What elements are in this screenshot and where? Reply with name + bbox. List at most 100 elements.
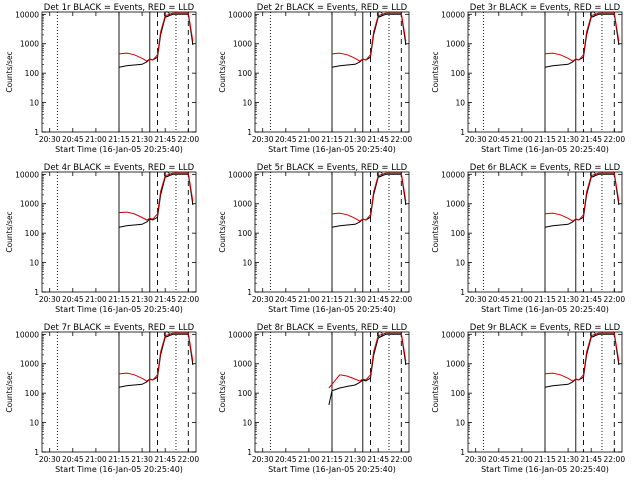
x-tick-label: 21:30	[131, 295, 153, 304]
x-tick-label: 21:30	[557, 135, 579, 144]
x-tick-label: 21:15	[321, 135, 343, 144]
panel-title: Det 7r BLACK = Events, RED = LLD	[44, 323, 195, 333]
y-tick-label: 10000	[15, 10, 39, 19]
x-axis-label: Start Time (16-Jan-05 20:25:40)	[55, 305, 183, 314]
x-axis-label: Start Time (16-Jan-05 20:25:40)	[268, 305, 396, 314]
y-tick-label: 10000	[228, 10, 252, 19]
y-tick-label: 100	[238, 69, 253, 78]
x-tick-label: 21:00	[298, 135, 320, 144]
y-tick-label: 10000	[441, 170, 465, 179]
panel-title: Det 3r BLACK = Events, RED = LLD	[470, 3, 621, 13]
x-tick-label: 22:00	[603, 295, 625, 304]
y-axis-label: Counts/sec	[218, 211, 227, 252]
x-tick-label: 21:00	[511, 455, 533, 464]
y-tick-label: 100	[25, 229, 40, 238]
y-axis-label: Counts/sec	[431, 371, 440, 412]
panel-title: Det 1r BLACK = Events, RED = LLD	[44, 3, 195, 13]
x-axis-label: Start Time (16-Jan-05 20:25:40)	[268, 145, 396, 154]
x-tick-label: 21:45	[580, 455, 602, 464]
x-tick-label: 21:15	[534, 295, 556, 304]
y-tick-label: 10	[242, 419, 252, 428]
y-tick-label: 1000	[20, 360, 39, 369]
x-tick-label: 21:00	[298, 295, 320, 304]
y-axis-label: Counts/sec	[431, 51, 440, 92]
x-tick-label: 21:30	[344, 135, 366, 144]
x-tick-label: 20:30	[39, 295, 61, 304]
y-tick-label: 1000	[446, 200, 465, 209]
x-tick-label: 21:45	[367, 455, 389, 464]
y-tick-label: 10	[455, 99, 465, 108]
y-axis-label: Counts/sec	[5, 211, 14, 252]
y-tick-label: 10000	[15, 170, 39, 179]
y-tick-label: 100	[25, 389, 40, 398]
series-line-lld	[545, 13, 619, 61]
series-line-lld	[332, 13, 406, 61]
x-tick-label: 21:00	[85, 135, 107, 144]
x-tick-label: 20:30	[465, 135, 487, 144]
y-tick-label: 10	[242, 99, 252, 108]
x-tick-label: 20:45	[62, 455, 84, 464]
panel-title: Det 9r BLACK = Events, RED = LLD	[470, 323, 621, 333]
y-tick-label: 1000	[233, 40, 252, 49]
x-tick-label: 21:00	[511, 295, 533, 304]
x-tick-label: 21:00	[511, 135, 533, 144]
x-tick-label: 20:30	[39, 455, 61, 464]
x-tick-label: 20:30	[465, 455, 487, 464]
x-tick-label: 20:45	[62, 135, 84, 144]
y-tick-label: 1000	[446, 360, 465, 369]
series-line-events	[119, 174, 193, 227]
x-axis-label: Start Time (16-Jan-05 20:25:40)	[55, 145, 183, 154]
x-axis-label: Start Time (16-Jan-05 20:25:40)	[481, 465, 609, 474]
y-tick-label: 1000	[446, 40, 465, 49]
panel-title: Det 2r BLACK = Events, RED = LLD	[257, 3, 408, 13]
x-tick-label: 20:45	[275, 135, 297, 144]
panel-title: Det 4r BLACK = Events, RED = LLD	[44, 163, 195, 173]
y-tick-label: 10	[455, 419, 465, 428]
x-tick-label: 21:30	[557, 455, 579, 464]
series-line-events	[119, 334, 193, 387]
y-tick-label: 100	[451, 389, 466, 398]
y-tick-label: 1000	[20, 40, 39, 49]
y-axis-label: Counts/sec	[218, 371, 227, 412]
x-axis-label: Start Time (16-Jan-05 20:25:40)	[268, 465, 396, 474]
series-line-lld	[545, 173, 619, 221]
x-tick-label: 21:15	[321, 455, 343, 464]
x-tick-label: 21:15	[108, 135, 130, 144]
x-tick-label: 20:30	[39, 135, 61, 144]
y-tick-label: 1000	[20, 200, 39, 209]
panel-title: Det 6r BLACK = Events, RED = LLD	[470, 163, 621, 173]
x-tick-label: 21:30	[557, 295, 579, 304]
y-tick-label: 10	[29, 259, 39, 268]
x-tick-label: 21:45	[154, 455, 176, 464]
x-axis-label: Start Time (16-Jan-05 20:25:40)	[55, 465, 183, 474]
y-tick-label: 100	[25, 69, 40, 78]
series-line-events	[545, 14, 619, 67]
x-tick-label: 20:45	[62, 295, 84, 304]
x-tick-label: 21:30	[344, 455, 366, 464]
series-line-events	[332, 174, 406, 227]
x-tick-label: 21:45	[580, 295, 602, 304]
x-tick-label: 21:15	[108, 295, 130, 304]
x-tick-label: 21:30	[344, 295, 366, 304]
series-line-events	[545, 174, 619, 227]
x-tick-label: 21:00	[85, 455, 107, 464]
x-tick-label: 20:30	[465, 295, 487, 304]
x-tick-label: 21:45	[367, 295, 389, 304]
x-tick-label: 22:00	[177, 295, 199, 304]
y-tick-label: 100	[238, 389, 253, 398]
x-tick-label: 22:00	[390, 295, 412, 304]
series-line-lld	[545, 333, 619, 381]
y-axis-label: Counts/sec	[5, 51, 14, 92]
y-tick-label: 10000	[228, 330, 252, 339]
x-tick-label: 21:45	[154, 135, 176, 144]
x-tick-label: 22:00	[177, 455, 199, 464]
x-tick-label: 20:45	[275, 295, 297, 304]
y-axis-label: Counts/sec	[431, 211, 440, 252]
x-tick-label: 20:30	[252, 295, 274, 304]
x-tick-label: 22:00	[603, 135, 625, 144]
x-tick-label: 21:15	[108, 455, 130, 464]
x-axis-label: Start Time (16-Jan-05 20:25:40)	[481, 145, 609, 154]
